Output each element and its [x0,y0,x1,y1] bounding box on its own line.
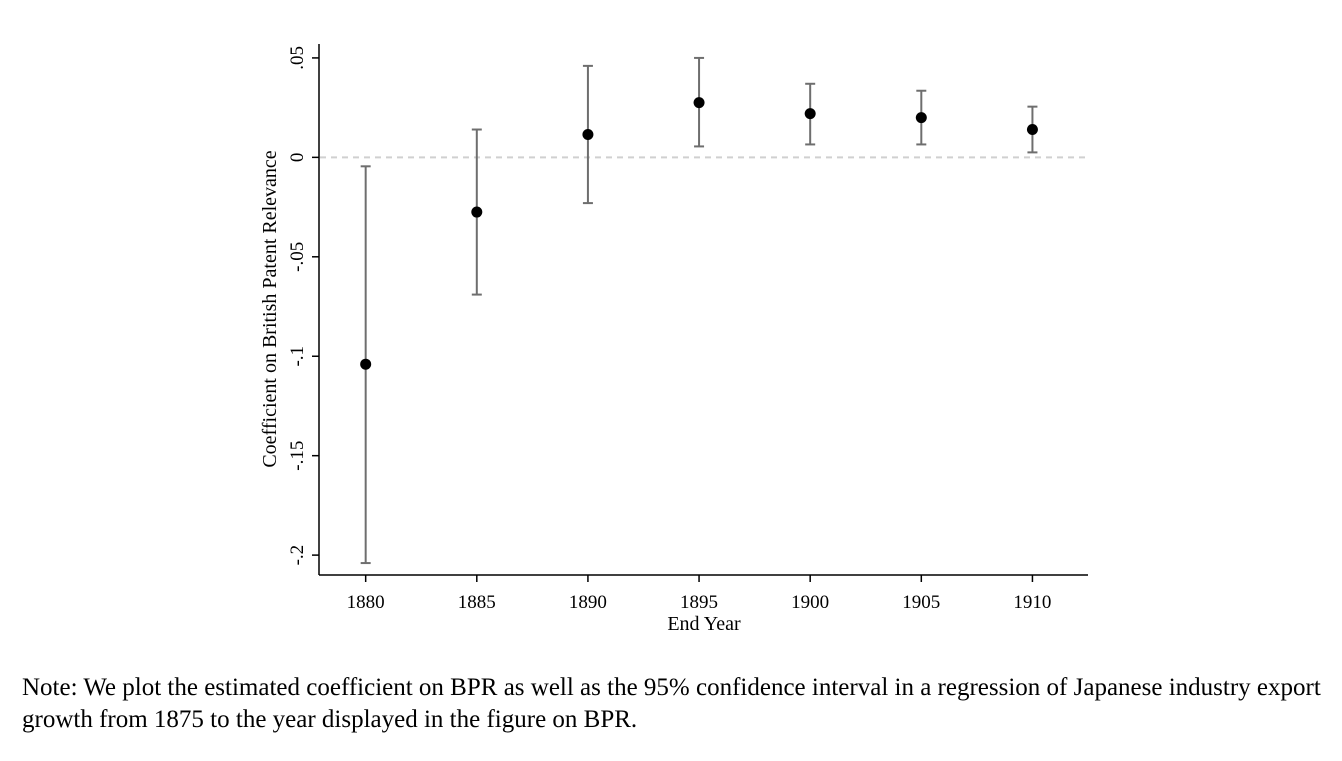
x-tick-label: 1905 [902,592,940,613]
confidence-intervals [360,56,1038,565]
x-ticks: 1880 1885 1890 1895 1900 1905 1910 [347,575,1051,613]
y-ticks: .05 0 -.05 -.1 -.15 -.2 [287,46,319,565]
coefficient-point [804,108,816,120]
y-tick-label: 0 [287,153,308,163]
coefficient-point [360,358,372,370]
x-tick-label: 1895 [680,592,718,613]
y-tick-label: -.2 [287,545,308,566]
y-axis-label: Coefficient on British Patent Relevance [259,150,281,467]
figure-note: Note: We plot the estimated coefficient … [22,674,1321,733]
y-tick-label: -.1 [287,346,308,367]
y-tick-label: -.15 [287,441,308,471]
coefficient-point [471,206,483,218]
y-tick-label: -.05 [287,242,308,272]
x-tick-label: 1885 [458,592,496,613]
x-tick-label: 1890 [569,592,607,613]
x-tick-label: 1880 [347,592,385,613]
x-tick-label: 1900 [791,592,829,613]
x-axis-label: End Year [667,613,741,635]
x-tick-label: 1910 [1013,592,1051,613]
coefficient-point [582,128,594,140]
chart: .050-.05-.1-.15-.2 1880 1885 1890 1895 1900 1… [259,44,1088,635]
coefficient-point [693,97,705,109]
y-tick-label: .05 [287,46,308,70]
coefficient-points [360,97,1038,370]
coefficient-point [915,112,927,124]
coefficient-point [1026,124,1038,136]
